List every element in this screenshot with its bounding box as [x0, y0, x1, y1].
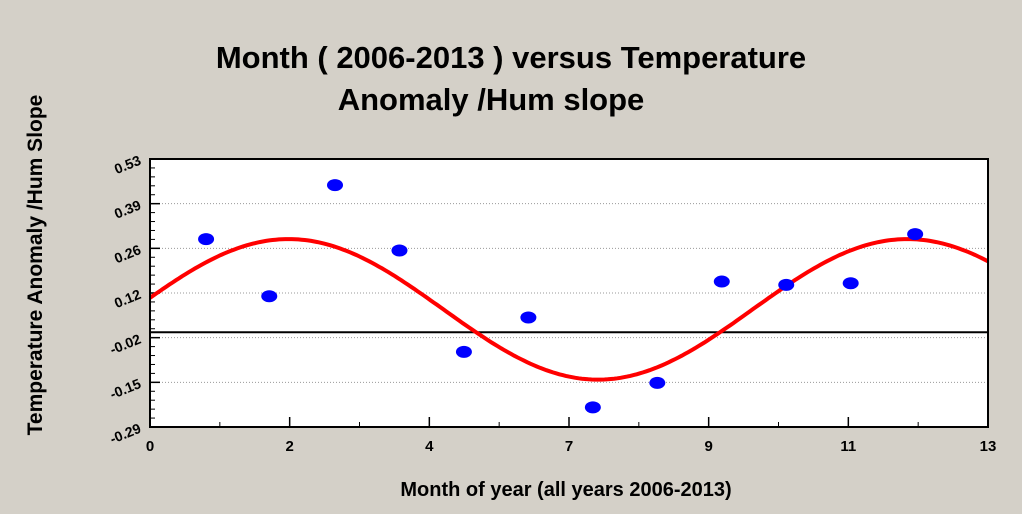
data-point — [520, 311, 537, 324]
data-point — [907, 228, 924, 241]
x-tick-label: 9 — [704, 438, 712, 455]
y-tick-label: -0.29 — [108, 420, 144, 447]
y-tick-label: 0.39 — [112, 197, 143, 222]
x-axis-label: Month of year (all years 2006-2013) — [400, 479, 732, 501]
y-tick-label: 0.26 — [112, 241, 143, 266]
plot-area — [150, 159, 988, 427]
data-point — [649, 376, 666, 389]
x-tick-label: 13 — [980, 438, 997, 455]
data-point — [778, 278, 795, 291]
x-tick-label: 7 — [565, 438, 573, 455]
y-tick-label: 0.53 — [112, 152, 143, 177]
plot-border — [149, 158, 989, 428]
data-point — [327, 179, 344, 192]
data-point — [584, 401, 601, 414]
x-tick-label: 4 — [425, 438, 434, 455]
data-point — [391, 244, 408, 257]
x-tick-label: 0 — [146, 438, 154, 455]
y-axis-label: Temperature Anomaly /Hum Slope — [24, 94, 47, 436]
y-tick-label: 0.12 — [112, 286, 143, 311]
chart-title-line-1: Month ( 2006-2013 ) versus Temperature — [215, 40, 807, 75]
data-point — [198, 233, 215, 246]
x-tick-label: 2 — [285, 438, 293, 455]
data-point — [455, 345, 472, 358]
fit-curve — [148, 237, 989, 382]
y-tick-label: -0.02 — [108, 331, 144, 358]
chart-title-line-2: Anomaly /Hum slope — [337, 82, 645, 117]
y-tick-label: -0.15 — [108, 375, 144, 402]
data-point — [713, 275, 730, 288]
x-tick-label: 11 — [840, 438, 856, 455]
data-point — [261, 290, 278, 303]
data-point — [842, 277, 859, 290]
